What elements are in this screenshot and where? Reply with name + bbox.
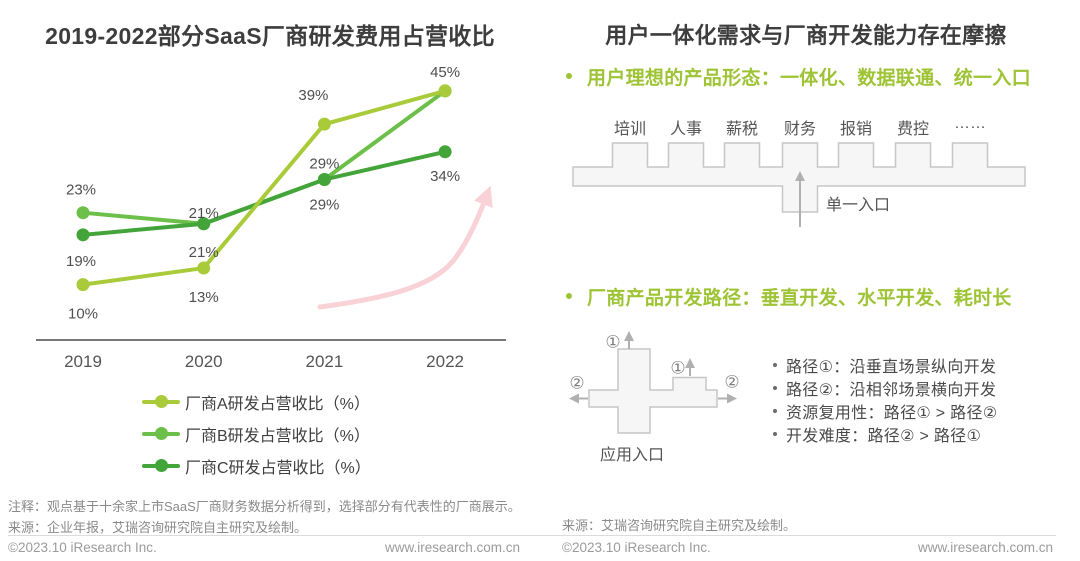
list-item: 开发难度：路径② > 路径① <box>773 425 997 445</box>
series-line-0 <box>82 88 446 287</box>
data-label: 39% <box>298 87 328 104</box>
legend-row-vendor-c: 厂商C研发占营收比（%） <box>142 455 371 477</box>
legend-marker-icon <box>142 459 180 472</box>
single-entry-label: 单一入口 <box>826 197 891 214</box>
bullet-dot-icon <box>566 73 572 79</box>
path2-circled-label: ② <box>724 372 740 392</box>
legend-marker-icon <box>142 427 180 440</box>
data-point <box>317 172 331 186</box>
app-entry-label: 应用入口 <box>600 447 665 464</box>
list-item-text: 开发难度：路径② > 路径① <box>786 427 982 445</box>
website-text: www.iresearch.com.cn <box>917 540 1053 555</box>
source-text-left: 来源：企业年报，艾瑞咨询研究院自主研究及绘制。 <box>8 520 308 535</box>
section2-heading: 厂商产品开发路径：垂直开发、水平开发、耗时长 <box>566 285 1012 309</box>
note-text: 注释：观点基于十余家上市SaaS厂商财务数据分析得到，选择部分有代表性的厂商展示… <box>8 499 521 514</box>
module-label-ellipsis: …… <box>954 115 986 132</box>
data-point <box>197 217 211 231</box>
data-point <box>197 261 211 275</box>
data-point <box>76 228 90 242</box>
x-tick-label: 2019 <box>64 352 102 371</box>
path1-circled-label: ① <box>670 358 686 378</box>
legend-label: 厂商C研发占营收比（%） <box>185 459 371 477</box>
data-label: 23% <box>66 182 96 199</box>
data-point <box>76 278 90 292</box>
list-item-text: 路径①：沿垂直场景纵向开发 <box>786 358 997 376</box>
module-label-reimbursement: 报销 <box>839 121 873 138</box>
series-line-2 <box>82 149 446 237</box>
legend-row-vendor-a: 厂商A研发占营收比（%） <box>142 391 371 413</box>
module-label-training: 培训 <box>613 121 647 138</box>
data-point <box>438 84 452 98</box>
series-line-1 <box>82 89 447 226</box>
data-label: 13% <box>189 289 219 306</box>
dev-path-diagram <box>569 331 737 434</box>
data-label: 19% <box>66 253 96 270</box>
trend-arrow-icon <box>317 185 493 310</box>
module-label-expense: 费控 <box>896 121 930 138</box>
module-label-finance: 财务 <box>783 121 817 138</box>
list-item-text: 路径②：沿相邻场景横向开发 <box>786 381 997 399</box>
step-shape <box>588 348 718 434</box>
data-point <box>317 117 331 131</box>
legend-marker-icon <box>142 395 180 408</box>
data-label: 29% <box>309 196 339 213</box>
section2-heading-text: 厂商产品开发路径：垂直开发、水平开发、耗时长 <box>587 287 1012 309</box>
module-label-hr: 人事 <box>669 121 703 138</box>
x-tick-label: 2021 <box>305 352 343 371</box>
integrated-product-diagram <box>572 142 1026 227</box>
legend-row-vendor-b: 厂商B研发占营收比（%） <box>142 423 371 445</box>
path2-circled-label: ② <box>569 373 585 393</box>
data-label: 34% <box>430 168 460 185</box>
list-dot-icon <box>773 385 777 390</box>
list-dot-icon <box>773 408 777 413</box>
section1-heading-text: 用户理想的产品形态：一体化、数据联通、统一入口 <box>587 67 1031 89</box>
module-label-payroll: 薪税 <box>725 121 759 138</box>
x-tick-label: 2022 <box>426 352 464 371</box>
list-item: 路径①：沿垂直场景纵向开发 <box>773 356 997 376</box>
dev-path-list: 路径①：沿垂直场景纵向开发 路径②：沿相邻场景横向开发 资源复用性：路径① > … <box>773 356 997 445</box>
chart-title: 2019-2022部分SaaS厂商研发费用占营收比 <box>45 23 495 49</box>
list-dot-icon <box>773 431 777 436</box>
legend-label: 厂商B研发占营收比（%） <box>185 427 370 445</box>
data-label: 21% <box>189 205 219 222</box>
data-point <box>438 145 452 159</box>
list-item: 资源复用性：路径① > 路径② <box>773 402 997 422</box>
list-item-text: 资源复用性：路径① > 路径② <box>786 404 998 422</box>
data-point <box>76 206 90 220</box>
data-label: 45% <box>430 64 460 81</box>
bullet-dot-icon <box>566 293 572 299</box>
website-text: www.iresearch.com.cn <box>384 540 520 555</box>
data-label: 21% <box>189 244 219 261</box>
footer-divider <box>8 535 1056 536</box>
chart-legend: 厂商A研发占营收比（%） 厂商B研发占营收比（%） 厂商C研发占营收比（%） <box>142 391 371 477</box>
path1-circled-label: ① <box>605 332 621 352</box>
data-label: 10% <box>68 306 98 323</box>
section1-heading: 用户理想的产品形态：一体化、数据联通、统一入口 <box>566 65 1031 89</box>
right-panel-title: 用户一体化需求与厂商开发能力存在摩擦 <box>605 23 1007 48</box>
copyright-text: ©2023.10 iResearch Inc. <box>8 540 157 555</box>
line-chart: 2019 2020 2021 2022 10% 13% 39% 45% 23% 21% 29% 19%… <box>36 64 506 371</box>
copyright-text: ©2023.10 iResearch Inc. <box>562 540 711 555</box>
legend-label: 厂商A研发占营收比（%） <box>185 395 370 413</box>
data-label: 29% <box>309 155 339 172</box>
list-dot-icon <box>773 362 777 367</box>
list-item: 路径②：沿相邻场景横向开发 <box>773 379 997 399</box>
x-tick-label: 2020 <box>185 352 223 371</box>
source-text-right: 来源：艾瑞咨询研究院自主研究及绘制。 <box>562 518 797 533</box>
